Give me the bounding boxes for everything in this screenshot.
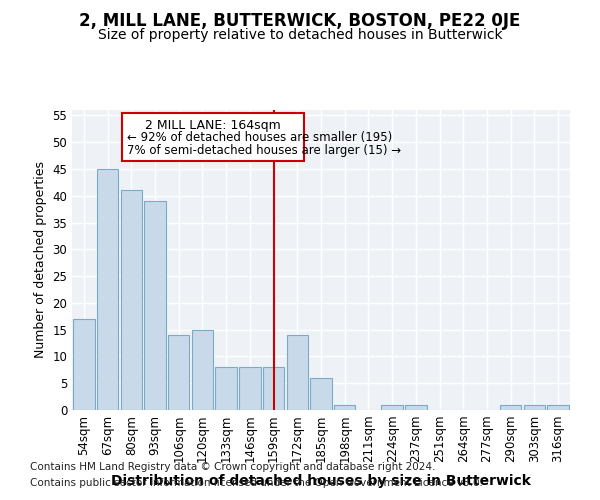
Bar — [334, 404, 355, 410]
Bar — [500, 404, 521, 410]
Bar — [239, 367, 260, 410]
Text: 7% of semi-detached houses are larger (15) →: 7% of semi-detached houses are larger (1… — [127, 144, 401, 157]
Bar — [73, 319, 95, 410]
Bar — [310, 378, 332, 410]
Text: Contains public sector information licensed under the Open Government Licence v3: Contains public sector information licen… — [30, 478, 483, 488]
Bar — [547, 404, 569, 410]
Text: 2 MILL LANE: 164sqm: 2 MILL LANE: 164sqm — [145, 119, 281, 132]
Bar — [382, 404, 403, 410]
X-axis label: Distribution of detached houses by size in Butterwick: Distribution of detached houses by size … — [111, 474, 531, 488]
Text: Size of property relative to detached houses in Butterwick: Size of property relative to detached ho… — [98, 28, 502, 42]
Text: ← 92% of detached houses are smaller (195): ← 92% of detached houses are smaller (19… — [127, 132, 392, 144]
Bar — [168, 335, 190, 410]
Bar — [192, 330, 213, 410]
Bar — [145, 201, 166, 410]
Text: 2, MILL LANE, BUTTERWICK, BOSTON, PE22 0JE: 2, MILL LANE, BUTTERWICK, BOSTON, PE22 0… — [79, 12, 521, 30]
Y-axis label: Number of detached properties: Number of detached properties — [34, 162, 47, 358]
Bar — [121, 190, 142, 410]
Bar — [263, 367, 284, 410]
FancyBboxPatch shape — [122, 112, 304, 161]
Bar — [215, 367, 237, 410]
Text: Contains HM Land Registry data © Crown copyright and database right 2024.: Contains HM Land Registry data © Crown c… — [30, 462, 436, 472]
Bar — [405, 404, 427, 410]
Bar — [524, 404, 545, 410]
Bar — [97, 169, 118, 410]
Bar — [287, 335, 308, 410]
